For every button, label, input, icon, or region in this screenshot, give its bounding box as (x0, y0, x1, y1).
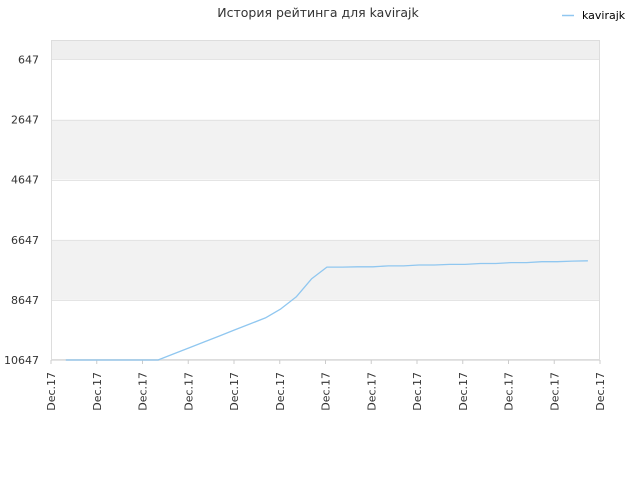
x-tick-label: Dec.17 (365, 372, 378, 411)
y-axis-ticks: 647 2647 4647 6647 8647 10647 (4, 53, 39, 367)
x-tick-label: Dec.17 (274, 372, 287, 411)
x-tick-label: Dec.17 (548, 372, 561, 411)
y-tick-label: 8647 (11, 294, 39, 307)
y-tick-label: 2647 (11, 114, 39, 127)
series-line (65, 260, 588, 361)
x-tick-label: Dec.17 (320, 372, 333, 411)
x-tick-label: Dec.17 (91, 372, 104, 411)
y-tick-label: 10647 (4, 354, 39, 367)
y-tick-label: 6647 (11, 234, 39, 247)
chart-title: История рейтинга для kavirajk (217, 5, 419, 20)
plot-bands (51, 40, 600, 360)
plot-band (51, 119, 600, 180)
x-tick-label: Dec.17 (137, 372, 150, 411)
plot-band (51, 40, 600, 60)
legend: kavirajk (562, 9, 626, 22)
plot-area-border (51, 40, 600, 360)
x-tick-label: Dec.17 (411, 372, 424, 411)
plot-band (51, 299, 600, 360)
x-tick-label: Dec.17 (228, 372, 241, 411)
x-axis-ticks: Dec.17 Dec.17 Dec.17 Dec.17 Dec.17 Dec.17 Dec.… (45, 360, 607, 411)
y-tick-label: 647 (18, 53, 39, 66)
y-tick-label: 4647 (11, 174, 39, 187)
x-tick-label: Dec.17 (594, 372, 607, 411)
plot-band (51, 59, 600, 120)
plot-band (51, 239, 600, 300)
series-layer (65, 260, 588, 361)
legend-label: kavirajk (582, 9, 626, 22)
x-tick-label: Dec.17 (45, 372, 58, 411)
plot-band (51, 179, 600, 240)
x-tick-label: Dec.17 (182, 372, 195, 411)
x-tick-label: Dec.17 (503, 372, 516, 411)
x-tick-label: Dec.17 (457, 372, 470, 411)
